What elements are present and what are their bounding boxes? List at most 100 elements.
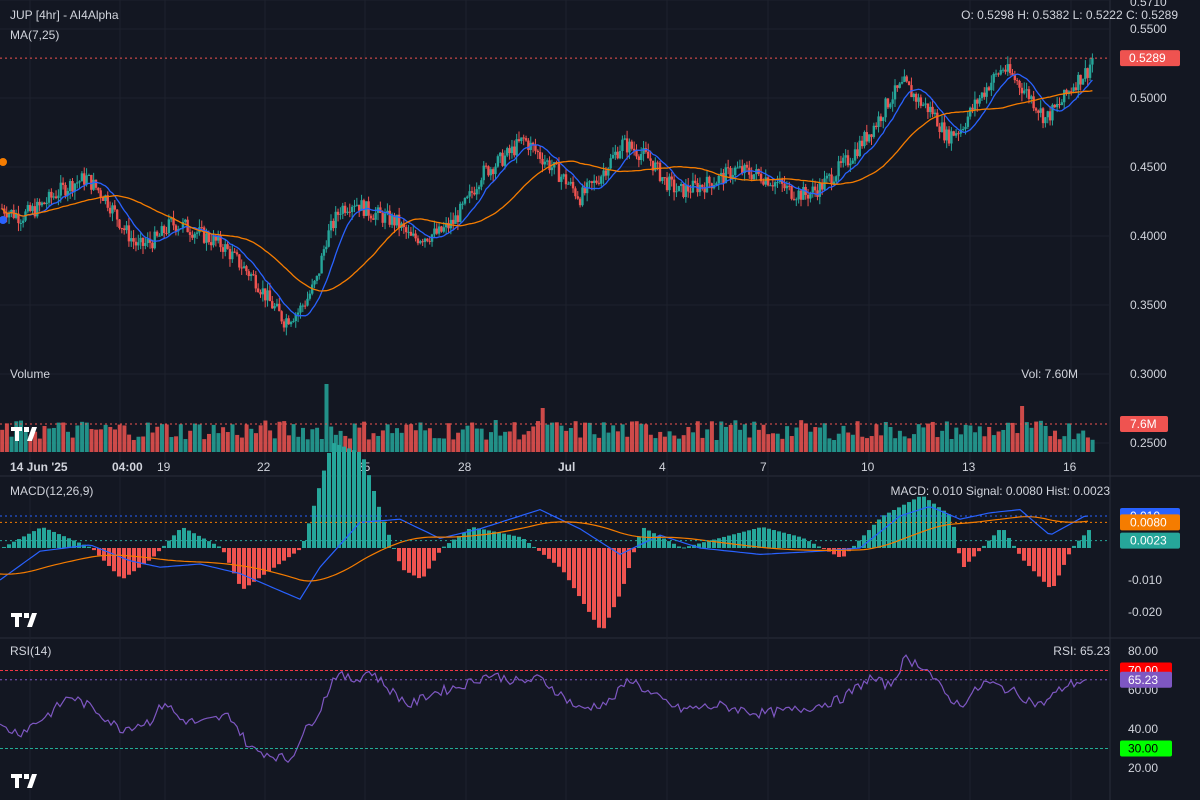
candle (919, 94, 923, 109)
candle (322, 245, 326, 261)
candle-body (123, 228, 126, 231)
candle-body (38, 201, 41, 206)
volume-bar (846, 432, 851, 452)
volume-bar (1085, 437, 1090, 452)
candle-body (118, 219, 121, 229)
macd-histogram-bar (112, 548, 116, 572)
candle (952, 130, 955, 137)
candle (665, 172, 669, 192)
candle (912, 92, 915, 102)
candle-body (630, 141, 633, 149)
candle (10, 209, 13, 218)
candle (212, 230, 215, 248)
volume-bar (677, 438, 681, 452)
candle-body (374, 212, 377, 220)
macd-histogram-bar (42, 527, 46, 548)
candle (1044, 116, 1047, 128)
macd-histogram-bar (402, 548, 406, 571)
macd-histogram-bar (252, 548, 256, 582)
volume-bar (987, 426, 992, 452)
candle (193, 231, 196, 244)
candle-body (45, 202, 48, 205)
candle (414, 229, 417, 242)
candle (896, 85, 899, 92)
candle (484, 162, 488, 169)
macd-histogram-bar (992, 535, 996, 548)
volume-bar (672, 435, 677, 452)
candle (905, 74, 908, 83)
macd-histogram-bar (1032, 548, 1036, 572)
macd-histogram-bar (922, 496, 926, 548)
volume-bar (19, 420, 23, 452)
candle-body (217, 235, 220, 241)
volume-bar (324, 384, 329, 452)
candle (202, 225, 206, 244)
candle-body (1060, 102, 1064, 106)
volume-bar (23, 432, 28, 452)
macd-histogram-bar (937, 507, 941, 548)
volume-bar (465, 425, 470, 452)
macd-histogram-bar (202, 538, 206, 548)
candle (172, 210, 175, 231)
time-axis-label: 13 (962, 460, 976, 474)
candle (226, 240, 229, 250)
candle (931, 98, 934, 118)
candle-body (454, 215, 457, 224)
candle-body (155, 231, 159, 236)
macd-histogram-bar (172, 535, 176, 548)
volume-bar (719, 421, 724, 452)
candle-body (778, 179, 782, 183)
candle (381, 210, 384, 227)
candle-body (188, 232, 192, 235)
candle-body (459, 203, 462, 222)
macd-histogram-bar (447, 543, 451, 548)
candle (954, 128, 958, 138)
candle (360, 194, 363, 211)
candle (372, 214, 375, 220)
candle (19, 219, 22, 232)
price-tick-label: 0.3500 (1130, 298, 1167, 312)
candle-body (860, 140, 864, 147)
candle-body (21, 220, 25, 223)
volume-bar (879, 435, 884, 452)
candle (181, 218, 185, 233)
candle-body (835, 176, 838, 182)
macd-histogram-bar (932, 503, 936, 548)
candle (285, 313, 288, 336)
macd-histogram-bar (1062, 548, 1066, 565)
candle-body (212, 236, 215, 246)
candle-body (120, 228, 124, 230)
candle (614, 144, 617, 160)
candle (118, 218, 121, 230)
volume-bar (568, 428, 573, 452)
candle-body (1055, 104, 1059, 108)
candle-body (531, 142, 535, 146)
candle (872, 122, 876, 139)
candle (111, 202, 114, 222)
candle (940, 115, 944, 133)
candle-body (771, 185, 774, 187)
candle (616, 146, 619, 160)
volume-bar (329, 426, 334, 452)
candle-body (1051, 104, 1054, 121)
candle-body (125, 225, 128, 231)
macd-histogram-bar (752, 528, 756, 548)
macd-histogram-bar (672, 543, 676, 548)
volume-bar (606, 432, 611, 452)
candle-body (973, 99, 977, 110)
volume-bar (56, 422, 61, 452)
macd-histogram-bar (107, 548, 111, 566)
macd-histogram-bar (852, 545, 856, 548)
candle (524, 135, 528, 142)
candle (870, 134, 873, 146)
macd-histogram-bar (742, 531, 746, 548)
candle-body (851, 160, 854, 164)
candle-body (64, 184, 67, 196)
candle (722, 168, 725, 191)
candle-body (170, 218, 173, 220)
candle-body (1025, 89, 1028, 91)
candle (846, 149, 850, 168)
candle-body (1088, 64, 1092, 78)
candle-body (461, 203, 464, 205)
candle-body (224, 244, 227, 252)
